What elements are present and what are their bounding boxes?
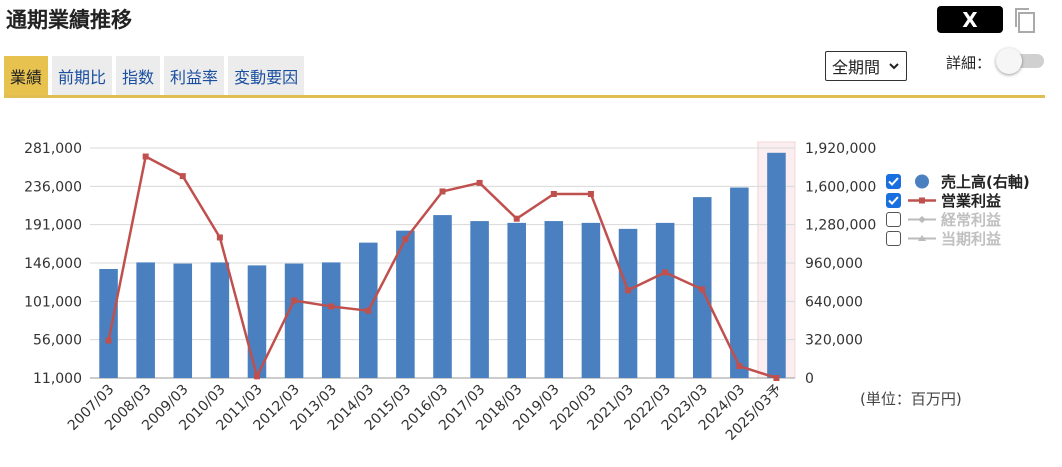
right-tick-label: 1,920,000 <box>805 141 876 157</box>
sales-bar <box>767 152 786 378</box>
sales-bar <box>396 230 415 378</box>
left-tick-label: 236,000 <box>24 179 82 195</box>
operating-profit-point <box>513 215 520 222</box>
checkbox-checked-icon[interactable] <box>886 193 901 208</box>
operating-profit-point <box>476 179 483 186</box>
legend-label-ordinary-profit: 経常利益 <box>941 211 1002 229</box>
unit-label: (単位：百万円) <box>860 390 962 408</box>
operating-profit-point <box>736 363 743 370</box>
right-tick-label: 640,000 <box>805 294 863 310</box>
circle-marker-icon <box>907 174 937 189</box>
page-title: 通期業績推移 <box>6 8 132 32</box>
legend-item-operating-profit[interactable]: 営業利益 <box>886 191 1030 210</box>
sales-bar <box>433 215 452 378</box>
legend-item-sales[interactable]: 売上高(右軸) <box>886 172 1030 191</box>
operating-profit-point <box>253 373 260 380</box>
left-tick-label: 11,000 <box>33 371 82 387</box>
x-logo-icon: X <box>962 7 978 32</box>
chevron-down-icon <box>889 63 899 70</box>
copy-icon[interactable] <box>1012 6 1038 34</box>
sales-bar <box>507 222 526 378</box>
checkbox-unchecked-icon[interactable] <box>886 212 901 227</box>
right-tick-label: 960,000 <box>805 256 863 272</box>
left-tick-label: 56,000 <box>33 333 82 349</box>
left-tick-label: 101,000 <box>24 294 82 310</box>
sales-bar <box>655 222 675 378</box>
operating-profit-point <box>699 286 706 293</box>
operating-profit-point <box>291 297 298 304</box>
operating-profit-point <box>439 188 446 195</box>
sales-bar <box>581 222 601 378</box>
tab-riekiritsu[interactable]: 利益率 <box>164 56 225 96</box>
operating-profit-point <box>216 234 223 241</box>
sales-bar <box>173 263 193 378</box>
legend-item-ordinary-profit[interactable]: 経常利益 <box>886 210 1030 229</box>
tab-bar: 業績 前期比 指数 利益率 変動要因 <box>4 56 305 96</box>
line-marker-icon <box>907 212 937 227</box>
operating-profit-point <box>550 191 557 197</box>
right-tick-label: 1,600,000 <box>805 179 876 195</box>
legend-label-operating-profit: 営業利益 <box>941 192 1002 210</box>
operating-profit-point <box>587 191 594 197</box>
operating-profit-point <box>179 173 186 180</box>
sales-bar <box>618 228 638 378</box>
legend-label-sales: 売上高(右軸) <box>941 173 1030 191</box>
tab-hendoyoin[interactable]: 変動要因 <box>228 56 305 96</box>
sales-bar <box>284 263 304 378</box>
tab-zenkihi[interactable]: 前期比 <box>52 56 113 96</box>
sales-bar <box>321 262 341 378</box>
operating-profit-point <box>142 153 149 160</box>
right-tick-label: 0 <box>805 371 814 387</box>
legend-label-net-profit: 当期利益 <box>941 230 1002 248</box>
right-tick-label: 1,280,000 <box>805 218 876 234</box>
tab-shisu[interactable]: 指数 <box>116 56 161 96</box>
tab-gyoseki[interactable]: 業績 <box>4 56 49 96</box>
left-tick-label: 191,000 <box>24 218 82 234</box>
operating-profit-point <box>105 337 112 344</box>
operating-profit-point <box>662 269 669 276</box>
operating-profit-point <box>402 236 409 243</box>
period-select[interactable]: 全期間 <box>825 51 907 81</box>
tab-underline <box>4 95 1045 98</box>
sales-bar <box>99 268 118 378</box>
checkbox-unchecked-icon[interactable] <box>886 231 901 246</box>
left-tick-label: 146,000 <box>24 256 82 272</box>
sales-bar <box>544 221 564 378</box>
line-marker-icon <box>907 193 937 208</box>
sales-bar <box>136 262 155 378</box>
detail-label: 詳細： <box>946 54 992 72</box>
sales-bar <box>210 262 230 378</box>
left-tick-label: 281,000 <box>24 141 82 157</box>
right-tick-label: 320,000 <box>805 333 863 349</box>
line-marker-icon <box>907 231 937 246</box>
x-share-button[interactable]: X <box>937 6 1003 33</box>
operating-profit-point <box>328 303 335 310</box>
sales-bar <box>470 221 489 378</box>
period-selected-value: 全期間 <box>832 58 881 77</box>
sales-bar <box>730 187 749 378</box>
detail-toggle[interactable] <box>996 48 1046 74</box>
operating-profit-point <box>773 375 780 381</box>
checkbox-checked-icon[interactable] <box>886 174 901 189</box>
legend-item-net-profit[interactable]: 当期利益 <box>886 229 1030 248</box>
operating-profit-point <box>365 307 372 314</box>
sales-bar <box>247 265 267 378</box>
operating-profit-point <box>625 287 632 294</box>
toggle-knob <box>996 48 1022 74</box>
legend: 売上高(右軸) 営業利益 経常利益 当期利益 <box>886 172 1030 248</box>
